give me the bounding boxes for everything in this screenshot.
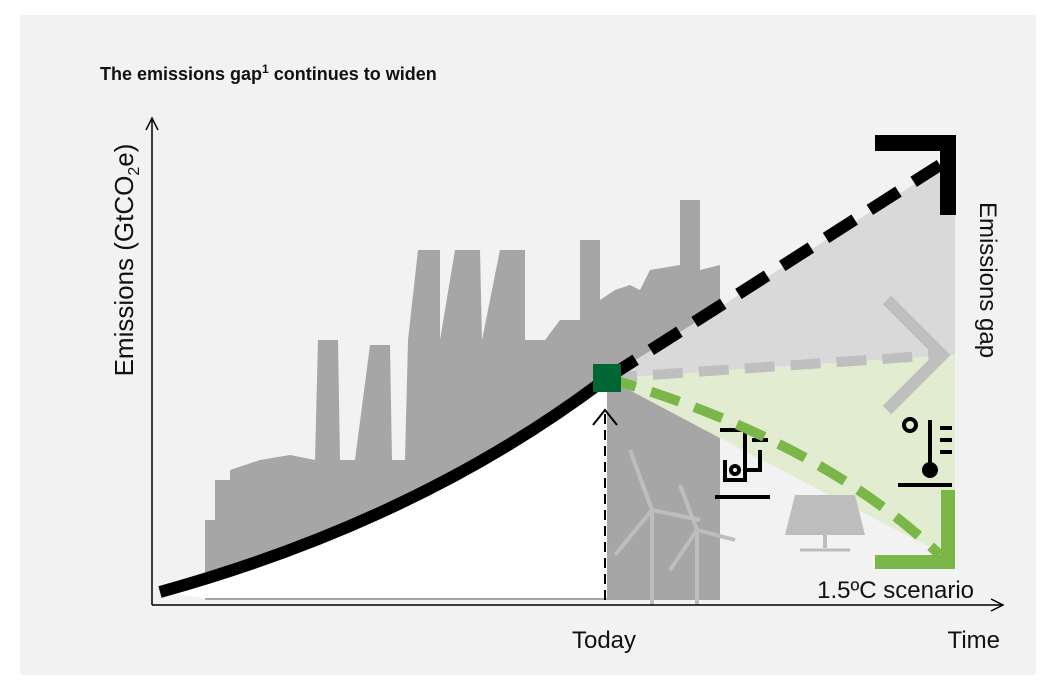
- today-marker: [593, 364, 621, 392]
- baseline-path: [603, 159, 944, 384]
- axes: [145, 116, 1005, 612]
- subscript: 2: [126, 167, 143, 176]
- baseline-arrowhead: [875, 135, 956, 215]
- label-text: Emissions (GtCO: [109, 176, 139, 377]
- solar-panel: [785, 495, 865, 552]
- footnote: 1: [262, 62, 269, 76]
- historical-path: [158, 373, 611, 598]
- today-arrowhead: [592, 408, 618, 426]
- y-axis-label: Emissions (GtCO2e): [109, 144, 143, 377]
- scenario-area: [607, 355, 955, 560]
- gap-area: [607, 165, 955, 378]
- title: The emissions gap1 continues to widen: [100, 62, 437, 84]
- time-label: Time: [948, 627, 1000, 654]
- gap-label: Emissions gap: [974, 202, 1001, 358]
- history-area: [160, 378, 607, 598]
- current-policy-path: [606, 350, 941, 383]
- climate-icon: [898, 417, 952, 487]
- scenario-arrowhead: [875, 490, 955, 569]
- title-text: continues to widen: [274, 64, 437, 84]
- label-text: e): [109, 144, 139, 167]
- wind-turbines: [613, 449, 736, 605]
- title-text: The emissions gap: [100, 64, 262, 84]
- today-label: Today: [572, 627, 636, 654]
- policy-arrowhead: [882, 295, 951, 415]
- scenario-label: 1.5ºC scenario: [817, 577, 974, 604]
- scenario-path: [605, 373, 944, 559]
